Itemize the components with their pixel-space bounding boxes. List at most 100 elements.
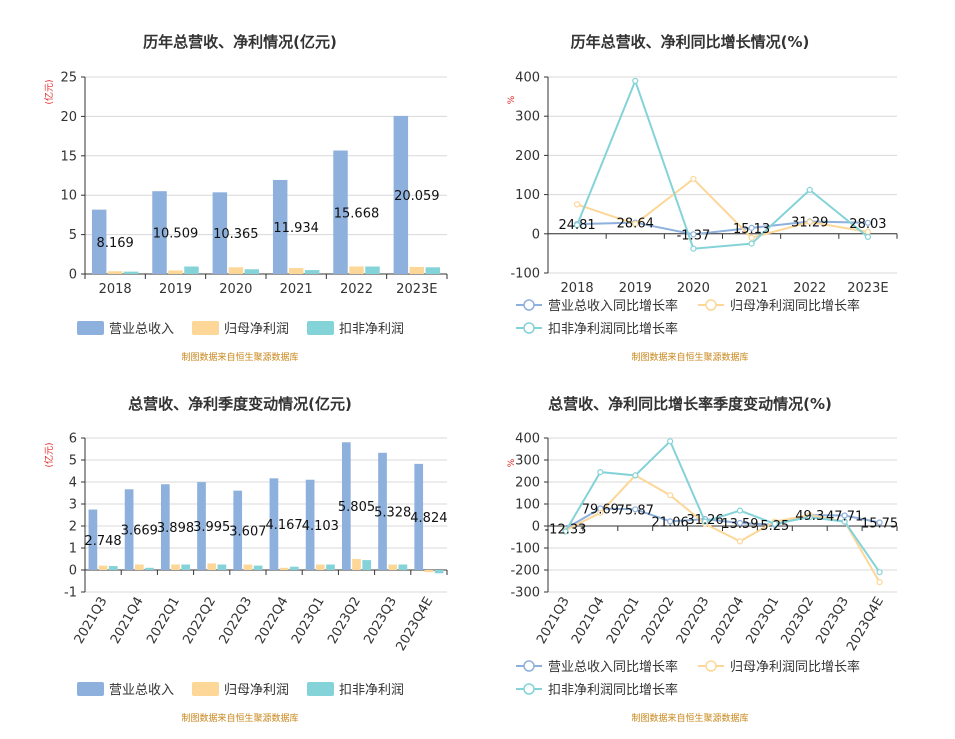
bar-net-profit — [349, 266, 364, 274]
line-data-label: 79.69 — [582, 502, 619, 517]
bar-revenue — [378, 452, 387, 570]
y-tick-label: -100 — [510, 542, 540, 557]
legend-swatch — [77, 682, 104, 696]
series-point — [841, 518, 848, 525]
series-point — [667, 518, 674, 525]
bar-revenue — [233, 490, 243, 570]
bar-net-profit — [98, 565, 108, 570]
y-axis-unit-label: (亿元) — [43, 442, 55, 467]
y-tick-label: 0 — [69, 268, 77, 283]
bar-net-profit — [107, 271, 123, 274]
series-point — [562, 528, 569, 535]
series-point — [748, 224, 755, 231]
series-point — [748, 234, 755, 241]
x-tick-label: 2022Q2 — [180, 595, 219, 647]
bar-revenue — [91, 209, 107, 274]
y-axis-unit-label: % — [507, 95, 517, 104]
y-tick-label: 200 — [515, 149, 540, 164]
legend-label: 归母净利润同比增长率 — [730, 659, 860, 675]
bar-revenue — [341, 442, 351, 570]
x-tick-label: 2022Q4 — [709, 595, 748, 647]
x-tick-label: 2023Q3 — [813, 595, 852, 647]
legend-label: 营业总收入 — [109, 683, 174, 698]
y-tick-label: -300 — [510, 586, 540, 601]
bar-revenue — [152, 191, 167, 274]
line-data-label: 28.64 — [617, 217, 654, 232]
bar-deducted-profit — [108, 566, 118, 570]
y-axis-unit-label: (亿元) — [43, 79, 55, 104]
legend-swatch-marker — [523, 322, 535, 334]
line-data-label: 24.81 — [558, 218, 595, 233]
bar-revenue — [272, 179, 288, 274]
series-line-revenue-growth — [577, 220, 868, 236]
bar-net-profit — [288, 268, 304, 274]
series-point — [864, 233, 872, 241]
series-point — [736, 507, 744, 514]
source-note: 制图数据来自恒生聚源数据库 — [181, 351, 298, 363]
series-point — [573, 222, 581, 229]
series-point — [632, 472, 639, 479]
chart-panel-3: 总营收、净利季度变动情况(亿元) (亿元) -1 0 1 2 3 4 5 6 2021Q32021Q… — [43, 395, 448, 724]
x-tick-label: 2021Q4 — [108, 595, 147, 647]
bar-data-label: 3.995 — [193, 520, 230, 535]
y-axis-unit-label: % — [507, 458, 517, 467]
bar-net-profit — [424, 570, 434, 573]
bar-deducted-profit — [434, 570, 444, 574]
y-tick-label: 0 — [532, 227, 540, 242]
x-tick-label: 2019 — [159, 282, 192, 297]
series-point — [876, 578, 883, 586]
line-data-label: -1.37 — [677, 228, 711, 243]
series-point — [748, 240, 755, 247]
x-tick-label: 2018 — [561, 281, 594, 296]
series-point — [690, 175, 697, 183]
bar-deducted-profit — [181, 564, 191, 570]
x-tick-label: 2020 — [677, 281, 710, 296]
x-tick-label: 2021 — [735, 281, 768, 296]
bar-net-profit — [409, 266, 425, 274]
x-tick-label: 2023E — [396, 282, 437, 297]
y-tick-label: 10 — [60, 189, 77, 204]
legend-label: 扣非净利润同比增长率 — [548, 321, 678, 337]
chart-title: 历年总营收、净利同比增长情况(%) — [571, 33, 810, 51]
x-tick-label: 2020 — [219, 282, 252, 297]
y-tick-label: 20 — [60, 110, 77, 125]
legend-swatch — [192, 682, 219, 696]
series-line-deducted-profit-growth — [564, 439, 881, 573]
legend-swatch — [307, 682, 334, 696]
y-tick-label: 5 — [69, 454, 77, 469]
line-data-label: -12.33 — [544, 523, 586, 538]
legend-label: 归母净利润 — [224, 683, 289, 698]
legend-label: 扣非净利润同比增长率 — [548, 682, 678, 698]
bar-net-profit — [315, 564, 325, 570]
line-data-label: 13.59 — [721, 517, 758, 532]
x-tick-label: 2023Q1 — [744, 595, 783, 647]
line-data-label: 49.3 — [795, 509, 824, 524]
bar-net-profit — [134, 564, 144, 570]
y-tick-label: 3 — [69, 498, 77, 513]
source-note: 制图数据来自恒生聚源数据库 — [631, 351, 748, 363]
bar-data-label: 3.898 — [157, 521, 194, 536]
bar-data-label: 15.668 — [334, 206, 380, 221]
series-point — [806, 186, 813, 193]
x-tick-label: 2021Q3 — [72, 595, 111, 647]
y-tick-label: -100 — [510, 267, 540, 282]
line-data-label: 31.26 — [686, 513, 723, 528]
y-tick-label: 400 — [515, 71, 540, 86]
bar-net-profit — [279, 567, 289, 570]
line-data-label: 15.13 — [733, 222, 770, 237]
x-tick-label: 2023Q2 — [778, 595, 817, 647]
bar-deducted-profit — [289, 566, 299, 570]
bar-revenue — [88, 509, 98, 570]
x-tick-label: 2023E — [847, 281, 888, 296]
series-point — [632, 77, 639, 85]
bar-data-label: 4.824 — [410, 511, 447, 526]
line-data-label: 21.06 — [652, 515, 689, 530]
bar-revenue — [160, 484, 170, 570]
x-tick-label: 2021Q4 — [569, 595, 608, 647]
line-data-label: 75.87 — [617, 503, 654, 518]
legend-label: 归母净利润 — [224, 322, 289, 337]
chart-title: 总营收、净利季度变动情况(亿元) — [128, 395, 352, 413]
line-data-label: 28.03 — [849, 217, 886, 232]
